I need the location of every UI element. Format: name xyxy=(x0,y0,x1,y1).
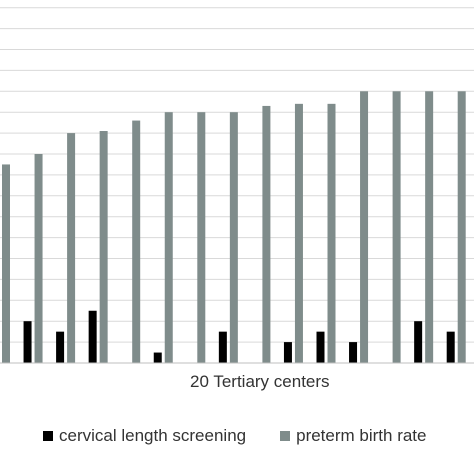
bar-cervical-length-screening-11 xyxy=(316,331,325,363)
bar-cervical-length-screening-3 xyxy=(56,331,65,363)
bar-cervical-length-screening-2 xyxy=(23,321,32,363)
bar-cervical-length-screening-10 xyxy=(283,342,292,363)
legend-label-preterm: preterm birth rate xyxy=(296,426,427,445)
bar-preterm-birth-rate-11 xyxy=(327,103,336,363)
bar-cervical-length-screening-6 xyxy=(153,352,162,363)
legend-swatch-screening xyxy=(43,431,53,441)
legend-item-screening: cervical length screening xyxy=(43,426,246,446)
bar-preterm-birth-rate-15 xyxy=(457,91,466,364)
bar-cervical-length-screening-4 xyxy=(88,310,97,363)
bar-preterm-birth-rate-2 xyxy=(34,154,43,363)
legend-item-preterm: preterm birth rate xyxy=(280,426,427,446)
bar-preterm-birth-rate-14 xyxy=(425,91,434,364)
bar-preterm-birth-rate-3 xyxy=(67,133,76,363)
bar-preterm-birth-rate-10 xyxy=(294,103,303,363)
bar-preterm-birth-rate-4 xyxy=(99,131,108,363)
bar-preterm-birth-rate-12 xyxy=(360,91,369,364)
bar-preterm-birth-rate-1 xyxy=(2,164,10,363)
bar-preterm-birth-rate-13 xyxy=(392,91,401,364)
legend-swatch-preterm xyxy=(280,431,291,441)
bar-preterm-birth-rate-9 xyxy=(262,105,271,364)
bar-preterm-birth-rate-8 xyxy=(229,112,238,363)
bar-preterm-birth-rate-5 xyxy=(132,120,141,363)
bar-preterm-birth-rate-6 xyxy=(164,112,173,363)
x-axis-label: 20 Tertiary centers xyxy=(190,372,330,391)
legend-label-screening: cervical length screening xyxy=(59,426,247,445)
legend: cervical length screening preterm birth … xyxy=(43,426,427,446)
bar-preterm-birth-rate-7 xyxy=(197,112,206,363)
bar-cervical-length-screening-12 xyxy=(349,342,358,363)
bar-cervical-length-screening-8 xyxy=(218,331,227,363)
bars xyxy=(2,91,466,364)
bar-cervical-length-screening-14 xyxy=(414,321,423,363)
bar-cervical-length-screening-15 xyxy=(446,331,455,363)
